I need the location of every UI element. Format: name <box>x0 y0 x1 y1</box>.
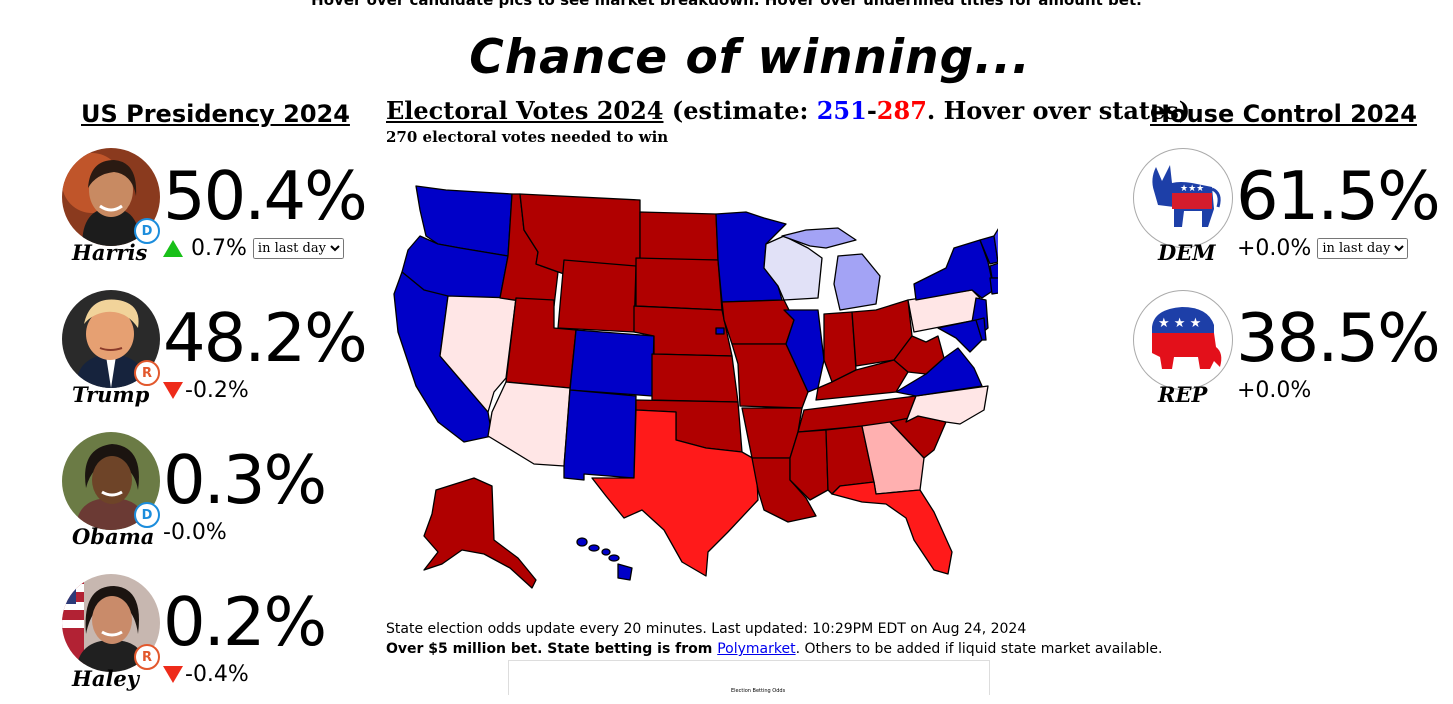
state-florida[interactable] <box>831 481 953 575</box>
state-texas[interactable] <box>591 409 759 577</box>
candidate-harris[interactable]: D Harris 50.4% 0.7% in last day <box>60 148 380 278</box>
republican-elephant-icon[interactable]: ★ ★ ★ <box>1133 290 1233 390</box>
state-vermont[interactable] <box>979 235 998 265</box>
candidate-name: Trump <box>72 382 150 407</box>
candidate-change: -0.4% <box>163 662 249 687</box>
svg-text:★★★: ★★★ <box>1180 184 1204 194</box>
state-maryland[interactable] <box>937 319 983 353</box>
chart-thumbnail[interactable]: Election Betting Odds <box>508 660 990 695</box>
change-value: 0.7% <box>191 236 247 261</box>
change-value: -0.2% <box>185 378 249 403</box>
candidate-trump[interactable]: R Trump 48.2% -0.2% <box>60 290 380 420</box>
candidate-percent: 0.3% <box>163 441 327 519</box>
republican-badge-icon: R <box>134 360 160 386</box>
party-name: DEM <box>1158 240 1216 265</box>
state-arizona[interactable] <box>487 381 571 467</box>
change-value: -0.0% <box>163 520 227 545</box>
us-electoral-map[interactable] <box>386 160 998 600</box>
period-select[interactable]: in last day <box>252 238 344 259</box>
presidency-title[interactable]: US Presidency 2024 <box>81 100 350 128</box>
democrat-donkey-icon[interactable]: ★★★ <box>1133 148 1233 248</box>
triangle-down-icon <box>163 666 183 683</box>
electoral-votes-title: Electoral Votes 2024 (estimate: 251-287.… <box>386 96 1191 125</box>
state-michigan-up[interactable] <box>781 227 857 249</box>
state-new-mexico[interactable] <box>563 389 637 481</box>
candidate-name: Harris <box>72 240 148 265</box>
state-colorado[interactable] <box>569 329 655 397</box>
candidate-change: -0.0% <box>163 520 227 545</box>
candidate-percent: 50.4% <box>163 157 368 235</box>
candidate-percent: 48.2% <box>163 299 368 377</box>
party-name: REP <box>1158 382 1208 407</box>
state-michigan[interactable] <box>833 253 881 311</box>
instruction-note: Hover over candidate pics to see market … <box>311 0 1142 9</box>
state-hawaii[interactable] <box>576 537 633 581</box>
state-west-virginia[interactable] <box>893 335 945 375</box>
triangle-down-icon <box>163 382 183 399</box>
state-south-dakota[interactable] <box>635 257 723 311</box>
party-rep[interactable]: ★ ★ ★ REP 38.5% +0.0% <box>1132 290 1452 420</box>
candidate-change: 0.7% in last day <box>163 236 344 261</box>
party-dem[interactable]: ★★★ DEM 61.5% +0.0% in last day <box>1132 148 1452 278</box>
state-north-dakota[interactable] <box>639 211 719 261</box>
bet-info: Over $5 million bet. State betting is fr… <box>386 641 1163 657</box>
candidate-haley[interactable]: R Haley 0.2% -0.4% <box>60 574 380 704</box>
rep-electoral-votes: 287 <box>876 96 927 125</box>
district-ne2[interactable] <box>715 327 725 335</box>
state-massachusetts[interactable] <box>989 260 998 279</box>
state-indiana[interactable] <box>823 311 857 383</box>
svg-text:★ ★ ★: ★ ★ ★ <box>1158 316 1201 331</box>
triangle-up-icon <box>163 240 183 257</box>
republican-badge-icon: R <box>134 644 160 670</box>
candidate-name: Obama <box>72 524 155 549</box>
democrat-badge-icon: D <box>134 218 160 244</box>
polymarket-link[interactable]: Polymarket <box>717 641 796 657</box>
change-value: -0.4% <box>185 662 249 687</box>
dem-electoral-votes: 251 <box>816 96 867 125</box>
change-value: +0.0% <box>1237 236 1312 261</box>
state-new-hampshire[interactable] <box>993 226 998 266</box>
party-percent: 61.5% <box>1236 157 1441 235</box>
house-period-select[interactable]: in last day <box>1317 238 1409 259</box>
candidate-percent: 0.2% <box>163 583 327 661</box>
party-change: +0.0% <box>1237 378 1311 403</box>
party-percent: 38.5% <box>1236 299 1441 377</box>
state-new-york[interactable] <box>913 239 995 301</box>
state-kansas[interactable] <box>651 353 739 403</box>
state-delaware[interactable] <box>975 317 987 341</box>
page-title: Chance of winning... <box>469 30 1031 85</box>
electoral-votes-heading[interactable]: Electoral Votes 2024 <box>386 96 664 125</box>
electoral-votes-subtitle: 270 electoral votes needed to win <box>386 128 669 146</box>
state-iowa[interactable] <box>721 299 795 345</box>
update-status: State election odds update every 20 minu… <box>386 621 1027 637</box>
trump-photo[interactable] <box>62 290 160 388</box>
democrat-badge-icon: D <box>134 502 160 528</box>
candidate-change: -0.2% <box>163 378 249 403</box>
candidate-name: Haley <box>72 666 139 691</box>
state-wyoming[interactable] <box>557 259 637 333</box>
party-change: +0.0% in last day <box>1237 236 1409 261</box>
candidate-obama[interactable]: D Obama 0.3% -0.0% <box>60 432 380 562</box>
state-alaska[interactable] <box>423 477 537 589</box>
house-control-title[interactable]: House Control 2024 <box>1150 100 1417 128</box>
thumbnail-caption: Election Betting Odds <box>731 688 786 694</box>
state-illinois[interactable] <box>783 309 825 393</box>
change-value: +0.0% <box>1237 378 1312 403</box>
state-connecticut[interactable] <box>989 277 998 295</box>
harris-photo[interactable] <box>62 148 160 246</box>
state-california[interactable] <box>393 271 493 443</box>
